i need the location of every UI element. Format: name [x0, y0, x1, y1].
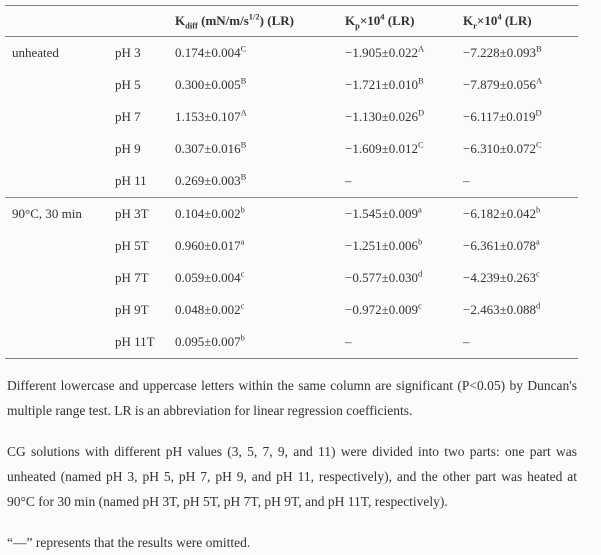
significance-letter: b — [240, 332, 245, 343]
significance-letter: D — [417, 107, 425, 118]
kdiff-cell: 0.269±0.003B — [175, 171, 247, 188]
paper-table-figure: Kdiff (mN/m/s1/2) (LR) Kp×104 (LR) Kr×10… — [5, 5, 578, 550]
significance-letter: b — [240, 204, 245, 215]
group-heated: 90°C, 30 min pH 3T 0.104±0.002b −1.545±0… — [5, 197, 578, 359]
omitted-dash: – — [345, 173, 352, 188]
table-row: pH 7 1.153±0.107A −1.130±0.026D −6.117±0… — [5, 101, 578, 133]
significance-letter: b — [417, 236, 423, 247]
kr-cell: – — [463, 165, 578, 198]
kdiff-cell: 1.153±0.107A — [175, 107, 247, 124]
significance-letter: A — [417, 43, 425, 54]
significance-letter: c — [535, 268, 540, 279]
kr-cell: −6.117±0.019D — [463, 107, 542, 124]
footnote-significance: Different lowercase and uppercase letter… — [7, 378, 577, 418]
table-row: pH 9 0.307±0.016B −1.609±0.012C −6.310±0… — [5, 133, 578, 165]
significance-letter: d — [417, 268, 423, 279]
kp-cell: – — [345, 326, 463, 359]
significance-letter: d — [535, 300, 541, 311]
ph-cell: pH 7 — [115, 109, 141, 124]
kdiff-cell: 0.104±0.002b — [175, 197, 345, 230]
significance-letter: B — [240, 139, 247, 150]
table-row: pH 9T 0.048±0.002c −0.972±0.009c −2.463±… — [5, 294, 578, 326]
significance-letter: A — [240, 107, 247, 118]
kp-cell: −1.721±0.010B — [345, 75, 424, 92]
kdiff-cell: 0.300±0.005B — [175, 75, 247, 92]
table-row: pH 11 0.269±0.003B – – — [5, 165, 578, 198]
footnote-sample-preparation: CG solutions with different pH values (3… — [7, 444, 577, 509]
kp-cell: −1.251±0.006b — [345, 236, 423, 253]
table-row: pH 5 0.300±0.005B −1.721±0.010B −7.879±0… — [5, 69, 578, 101]
significance-letter: c — [417, 300, 422, 311]
header-group-blank — [5, 5, 115, 37]
header-ph-blank — [115, 5, 175, 37]
significance-letter: B — [535, 43, 542, 54]
kdiff-cell: 0.048±0.002c — [175, 300, 245, 317]
ph-cell: pH 11T — [115, 334, 155, 349]
kdiff-cell: 0.095±0.007b — [175, 332, 245, 349]
kp-cell: −1.545±0.009a — [345, 197, 463, 230]
kp-cell: −1.130±0.026D — [345, 107, 425, 124]
significance-letter: c — [240, 300, 245, 311]
ph-cell: pH 9 — [115, 141, 141, 156]
kr-cell: −7.228±0.093B — [463, 43, 542, 60]
kp-cell: – — [345, 165, 463, 198]
kr-cell: −6.361±0.078a — [463, 236, 540, 253]
significance-letter: c — [240, 268, 245, 279]
regression-coefficients-table: Kdiff (mN/m/s1/2) (LR) Kp×104 (LR) Kr×10… — [5, 5, 578, 359]
significance-letter: B — [240, 171, 247, 182]
significance-letter: C — [535, 139, 542, 150]
ph-cell: pH 7T — [115, 270, 149, 285]
kdiff-cell: 0.174±0.004C — [175, 43, 247, 60]
column-header-kp: Kp×104 (LR) — [345, 5, 463, 37]
ph-cell: pH 3 — [115, 45, 141, 60]
table-row: unheated pH 3 0.174±0.004C −1.905±0.022A… — [5, 37, 578, 70]
significance-letter: a — [535, 236, 540, 247]
omitted-dash: – — [463, 173, 470, 188]
column-header-kr: Kr×104 (LR) — [463, 5, 578, 37]
kr-cell: −4.239±0.263c — [463, 268, 540, 285]
ph-cell: pH 9T — [115, 302, 149, 317]
table-row: 90°C, 30 min pH 3T 0.104±0.002b −1.545±0… — [5, 197, 578, 230]
group-label: unheated — [12, 45, 59, 60]
significance-letter: D — [535, 107, 542, 118]
kp-cell: −1.905±0.022A — [345, 43, 425, 60]
ph-cell: pH 5T — [115, 238, 149, 253]
ph-cell: pH 3T — [115, 197, 175, 230]
significance-letter: a — [240, 236, 245, 247]
ph-cell: pH 5 — [115, 77, 141, 92]
kr-cell: −6.182±0.042b — [463, 197, 578, 230]
column-header-kdiff: Kdiff (mN/m/s1/2) (LR) — [175, 5, 345, 37]
kr-cell: −6.310±0.072C — [463, 139, 542, 156]
header-row: Kdiff (mN/m/s1/2) (LR) Kp×104 (LR) Kr×10… — [5, 5, 578, 37]
kdiff-cell: 0.059±0.004c — [175, 268, 245, 285]
omitted-dash: – — [463, 334, 470, 349]
kdiff-cell: 0.960±0.017a — [175, 236, 245, 253]
significance-letter: b — [535, 204, 541, 215]
kdiff-cell: 0.307±0.016B — [175, 139, 247, 156]
significance-letter: A — [535, 75, 543, 86]
kp-cell: −0.972±0.009c — [345, 300, 422, 317]
significance-letter: B — [417, 75, 424, 86]
significance-letter: a — [417, 204, 422, 215]
kp-cell: −1.609±0.012C — [345, 139, 424, 156]
table-row: pH 7T 0.059±0.004c −0.577±0.030d −4.239±… — [5, 262, 578, 294]
kr-cell: −2.463±0.088d — [463, 300, 541, 317]
table-row: pH 11T 0.095±0.007b – – — [5, 326, 578, 359]
significance-letter: C — [417, 139, 424, 150]
omitted-dash: – — [345, 334, 352, 349]
significance-letter: B — [240, 75, 247, 86]
kp-cell: −0.577±0.030d — [345, 268, 423, 285]
table-footnotes: Different lowercase and uppercase letter… — [7, 373, 577, 555]
kr-cell: – — [463, 326, 578, 359]
significance-letter: C — [240, 43, 247, 54]
table-row: pH 5T 0.960±0.017a −1.251±0.006b −6.361±… — [5, 230, 578, 262]
group-unheated: unheated pH 3 0.174±0.004C −1.905±0.022A… — [5, 37, 578, 198]
kr-cell: −7.879±0.056A — [463, 75, 543, 92]
ph-cell: pH 11 — [115, 173, 147, 188]
group-label: 90°C, 30 min — [5, 197, 115, 230]
